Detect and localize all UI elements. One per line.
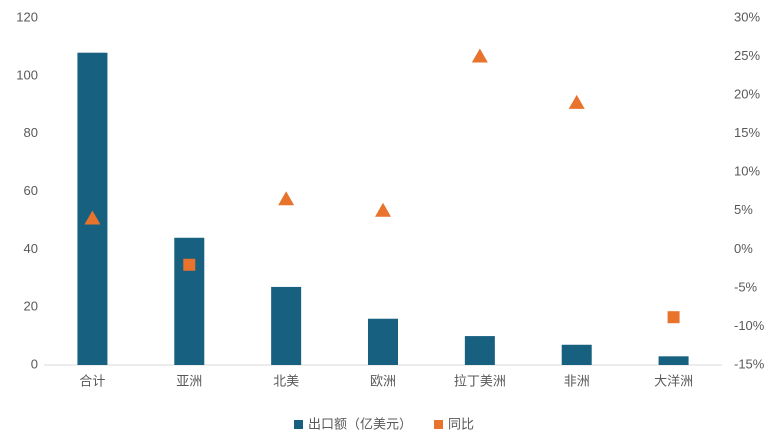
x-tick-label: 亚洲 bbox=[176, 373, 202, 388]
bar bbox=[77, 52, 108, 365]
marker bbox=[278, 191, 295, 206]
y-tick-label: 0 bbox=[31, 356, 38, 371]
bar bbox=[561, 344, 592, 365]
bar bbox=[464, 336, 495, 365]
legend-label: 出口额（亿美元） bbox=[308, 416, 412, 431]
bar bbox=[368, 318, 398, 365]
y-tick-label: 120 bbox=[16, 9, 38, 24]
y-tick-label: 100 bbox=[16, 67, 38, 82]
x-tick-label: 拉丁美洲 bbox=[454, 373, 506, 388]
y-tick-label: 40 bbox=[24, 241, 38, 256]
y2-tick-label: 5% bbox=[734, 202, 753, 217]
y-tick-label: 80 bbox=[24, 125, 38, 140]
marker bbox=[568, 94, 585, 109]
y2-tick-label: -15% bbox=[734, 356, 765, 371]
legend-label: 同比 bbox=[448, 416, 474, 431]
y2-tick-label: -10% bbox=[734, 318, 765, 333]
y-tick-label: 60 bbox=[24, 183, 38, 198]
x-tick-label: 大洋洲 bbox=[654, 373, 693, 388]
y2-tick-label: 15% bbox=[734, 125, 760, 140]
marker bbox=[183, 258, 196, 271]
bar bbox=[658, 356, 689, 365]
bar bbox=[271, 286, 302, 365]
y2-tick-label: 20% bbox=[734, 87, 760, 102]
marker bbox=[84, 210, 101, 225]
y2-tick-label: 0% bbox=[734, 241, 753, 256]
x-tick-label: 合计 bbox=[79, 373, 105, 388]
y2-tick-label: -5% bbox=[734, 279, 758, 294]
x-tick-label: 欧洲 bbox=[370, 373, 396, 388]
marker bbox=[471, 48, 488, 63]
y2-tick-label: 10% bbox=[734, 164, 760, 179]
marker bbox=[667, 311, 680, 324]
y2-tick-label: 25% bbox=[734, 48, 760, 63]
marker bbox=[375, 202, 391, 217]
y2-tick-label: 30% bbox=[734, 9, 760, 24]
y-tick-label: 20 bbox=[24, 299, 38, 314]
legend-swatch bbox=[294, 420, 303, 429]
legend-swatch bbox=[434, 420, 444, 429]
x-tick-label: 非洲 bbox=[564, 373, 590, 388]
bar bbox=[174, 237, 205, 365]
x-tick-label: 北美 bbox=[273, 373, 299, 388]
